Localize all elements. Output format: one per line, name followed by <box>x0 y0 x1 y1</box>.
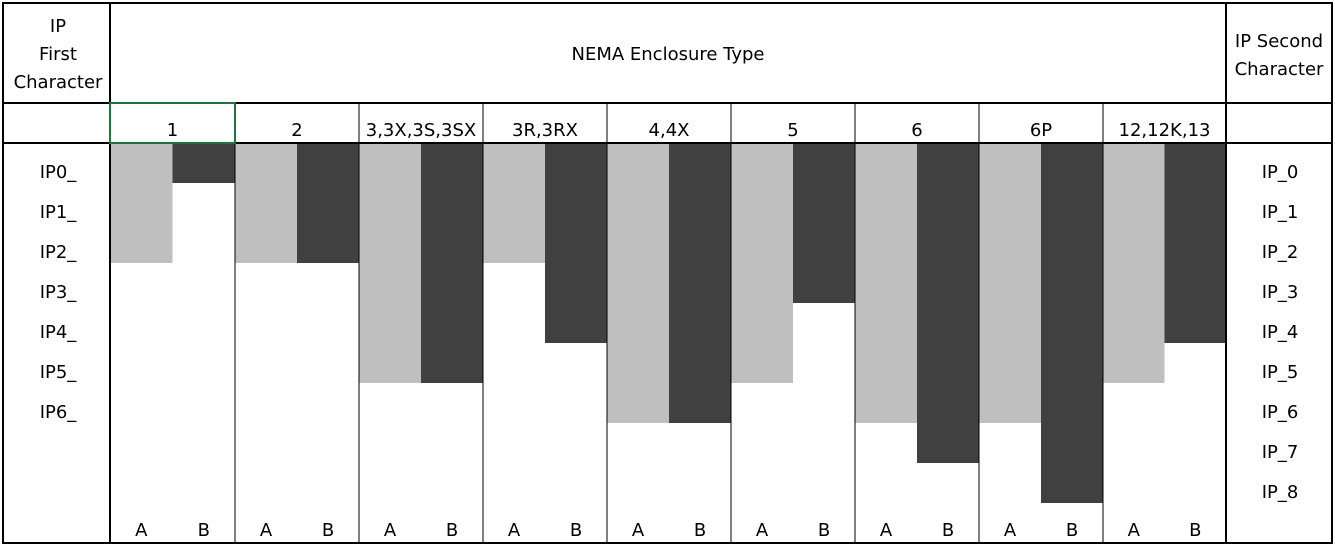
enclosure-name: 5 <box>787 120 798 141</box>
enclosure-name: 6 <box>911 120 922 141</box>
second-character-bar <box>917 143 979 463</box>
sub-label: A <box>632 520 645 541</box>
second-character-label: IP_1 <box>1262 202 1299 223</box>
first-character-label: IP6_ <box>40 402 78 423</box>
enclosure-name: 6P <box>1030 120 1052 141</box>
sub-label: B <box>322 520 334 541</box>
sub-label: B <box>570 520 582 541</box>
enclosure-name: 3,3X,3S,3SX <box>366 120 477 141</box>
first-character-label: IP0_ <box>40 162 78 183</box>
first-character-bar <box>110 143 173 263</box>
first-character-bar <box>979 143 1041 423</box>
first-character-bar <box>855 143 917 423</box>
second-character-label: IP_0 <box>1262 162 1299 183</box>
first-character-label: IP1_ <box>40 202 78 223</box>
sub-label: B <box>694 520 706 541</box>
second-character-label: IP_2 <box>1262 242 1299 263</box>
first-character-label: IP5_ <box>40 362 78 383</box>
sub-label: B <box>942 520 954 541</box>
enclosure-name: 3R,3RX <box>512 120 578 141</box>
sub-label: B <box>1066 520 1078 541</box>
first-character-bar <box>731 143 793 383</box>
enclosure-name: 2 <box>291 120 302 141</box>
second-character-label: IP_5 <box>1262 362 1299 383</box>
left-header: Character <box>14 72 103 93</box>
second-character-label: IP_8 <box>1262 482 1299 503</box>
first-character-label: IP4_ <box>40 322 78 343</box>
second-character-bar <box>172 143 235 183</box>
sub-label: A <box>880 520 893 541</box>
right-header: IP Second <box>1235 31 1323 52</box>
sub-label: A <box>135 520 148 541</box>
second-character-bar <box>421 143 483 383</box>
second-character-bar <box>669 143 731 423</box>
second-character-bar <box>545 143 607 343</box>
sub-label: A <box>756 520 769 541</box>
second-character-bar <box>1164 143 1226 343</box>
second-character-bar <box>297 143 359 263</box>
sub-label: B <box>1189 520 1201 541</box>
sub-label: B <box>198 520 210 541</box>
second-character-bar <box>1041 143 1103 503</box>
first-character-bar <box>1103 143 1165 383</box>
first-character-label: IP2_ <box>40 242 78 263</box>
second-character-bar <box>793 143 855 303</box>
first-character-label: IP3_ <box>40 282 78 303</box>
sub-label: B <box>818 520 830 541</box>
second-character-label: IP_6 <box>1262 402 1299 423</box>
sub-label: A <box>384 520 397 541</box>
selected-cell <box>109 102 236 144</box>
second-character-label: IP_4 <box>1262 322 1299 343</box>
first-character-bar <box>359 143 421 383</box>
enclosure-name: 4,4X <box>649 120 690 141</box>
sub-label: A <box>1004 520 1017 541</box>
sub-label: A <box>1128 520 1141 541</box>
sub-label: B <box>446 520 458 541</box>
left-header: First <box>39 44 77 65</box>
second-character-label: IP_7 <box>1262 442 1299 463</box>
right-header: Character <box>1235 59 1324 80</box>
sub-label: A <box>260 520 273 541</box>
sub-label: A <box>508 520 521 541</box>
first-character-bar <box>235 143 297 263</box>
first-character-bar <box>607 143 669 423</box>
second-character-label: IP_3 <box>1262 282 1299 303</box>
left-header: IP <box>50 16 66 37</box>
enclosure-name: 12,12K,13 <box>1119 120 1211 141</box>
enclosure-name: 1 <box>167 120 178 141</box>
middle-header: NEMA Enclosure Type <box>571 44 764 65</box>
first-character-bar <box>483 143 545 263</box>
